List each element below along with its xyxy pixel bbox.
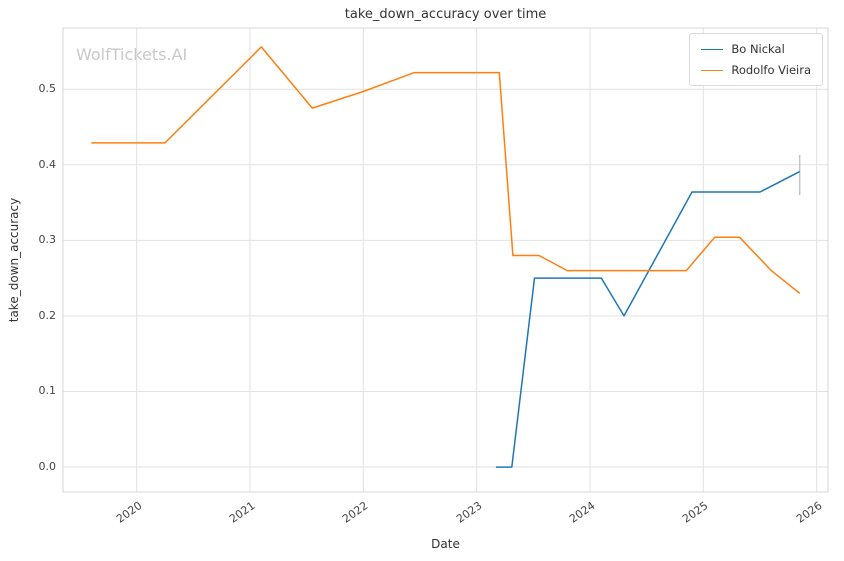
series-line-rodolfo-vieira: [91, 46, 801, 294]
watermark: WolfTickets.AI: [76, 45, 188, 64]
legend: Bo Nickal Rodolfo Vieira: [689, 33, 823, 86]
legend-label-rodolfo-vieira: Rodolfo Vieira: [731, 63, 811, 77]
chart-title: take_down_accuracy over time: [344, 7, 547, 22]
legend-line-rodolfo-vieira-icon: [701, 69, 724, 71]
y-tick-label: 0.2: [38, 308, 57, 322]
plot-border: [62, 27, 829, 493]
y-tick-label: 0.0: [38, 460, 57, 474]
series-line-bo-nickal: [495, 170, 801, 468]
y-tick-label: 0.5: [38, 82, 57, 96]
y-tick-label: 0.4: [38, 157, 57, 171]
legend-line-bo-nickal-icon: [701, 48, 724, 50]
legend-label-bo-nickal: Bo Nickal: [731, 42, 785, 56]
y-tick-label: 0.3: [38, 233, 57, 247]
legend-item-bo-nickal: Bo Nickal: [701, 42, 811, 56]
y-tick-label: 0.1: [38, 384, 57, 398]
x-axis-label: Date: [431, 537, 460, 551]
legend-item-rodolfo-vieira: Rodolfo Vieira: [701, 63, 811, 77]
